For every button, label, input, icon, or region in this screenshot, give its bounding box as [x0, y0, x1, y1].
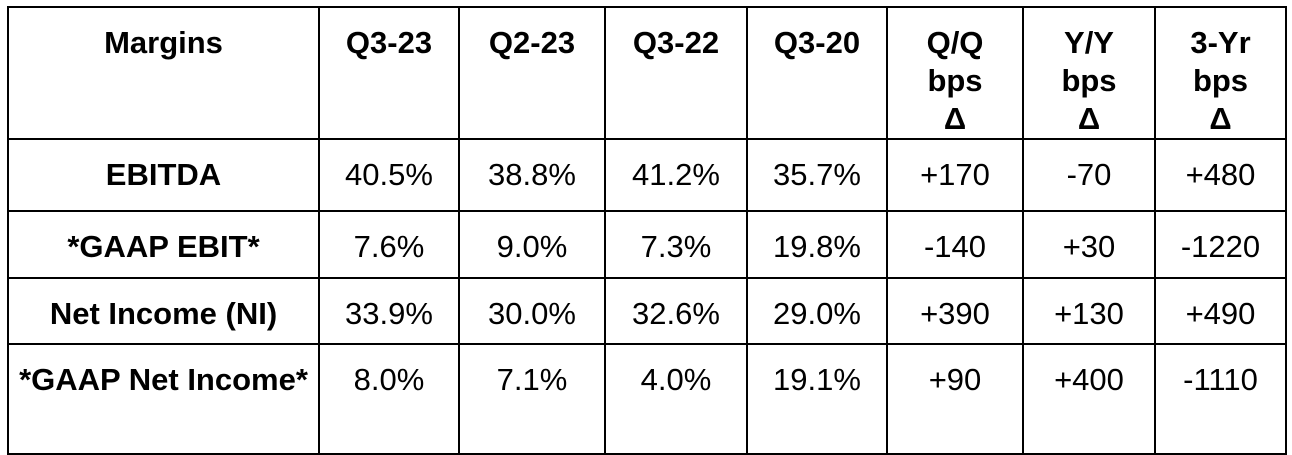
cell: +400 — [1022, 343, 1156, 455]
cell: 33.9% — [318, 277, 460, 345]
cell: +30 — [1022, 210, 1156, 279]
cell: 7.1% — [458, 343, 606, 455]
row-label: *GAAP Net Income* — [7, 343, 320, 455]
table-row: *GAAP Net Income* 8.0% 7.1% 4.0% 19.1% +90 +40… — [7, 343, 1287, 455]
header-cell: Q3-23 — [318, 6, 460, 140]
cell: 4.0% — [604, 343, 748, 455]
header-cell: Q/Q bps Δ — [886, 6, 1024, 140]
cell: 38.8% — [458, 138, 606, 212]
header-row: Margins Q3-23 Q2-23 Q3-22 Q3-20 Q/Q bps Δ Y/Y … — [7, 6, 1287, 140]
cell: 19.8% — [746, 210, 888, 279]
cell: +130 — [1022, 277, 1156, 345]
header-cell: Margins — [7, 6, 320, 140]
header-cell: 3-Yr bps Δ — [1154, 6, 1287, 140]
header-cell: Q2-23 — [458, 6, 606, 140]
row-label: EBITDA — [7, 138, 320, 212]
cell: -140 — [886, 210, 1024, 279]
cell: 30.0% — [458, 277, 606, 345]
cell: 19.1% — [746, 343, 888, 455]
cell: +390 — [886, 277, 1024, 345]
row-label: *GAAP EBIT* — [7, 210, 320, 279]
table-body: EBITDA 40.5% 38.8% 41.2% 35.7% +170 -70 +480 *GA… — [7, 138, 1287, 455]
cell: -1220 — [1154, 210, 1287, 279]
cell: 7.3% — [604, 210, 748, 279]
cell: +90 — [886, 343, 1024, 455]
header-cell: Q3-20 — [746, 6, 888, 140]
table-row: EBITDA 40.5% 38.8% 41.2% 35.7% +170 -70 +480 — [7, 138, 1287, 212]
header-cell: Y/Y bps Δ — [1022, 6, 1156, 140]
row-label: Net Income (NI) — [7, 277, 320, 345]
table-row: *GAAP EBIT* 7.6% 9.0% 7.3% 19.8% -140 +30 -1220 — [7, 210, 1287, 279]
cell: 41.2% — [604, 138, 748, 212]
cell: 9.0% — [458, 210, 606, 279]
cell: -70 — [1022, 138, 1156, 212]
cell: 8.0% — [318, 343, 460, 455]
cell: 7.6% — [318, 210, 460, 279]
cell: -1110 — [1154, 343, 1287, 455]
table-row: Net Income (NI) 33.9% 30.0% 32.6% 29.0% +390 +… — [7, 277, 1287, 345]
margins-table: Margins Q3-23 Q2-23 Q3-22 Q3-20 Q/Q bps Δ Y/Y … — [7, 6, 1287, 455]
cell: 29.0% — [746, 277, 888, 345]
cell: 40.5% — [318, 138, 460, 212]
cell: 32.6% — [604, 277, 748, 345]
header-cell: Q3-22 — [604, 6, 748, 140]
page: Margins Q3-23 Q2-23 Q3-22 Q3-20 Q/Q bps Δ Y/Y … — [7, 6, 1287, 455]
cell: +170 — [886, 138, 1024, 212]
cell: +490 — [1154, 277, 1287, 345]
cell: +480 — [1154, 138, 1287, 212]
cell: 35.7% — [746, 138, 888, 212]
